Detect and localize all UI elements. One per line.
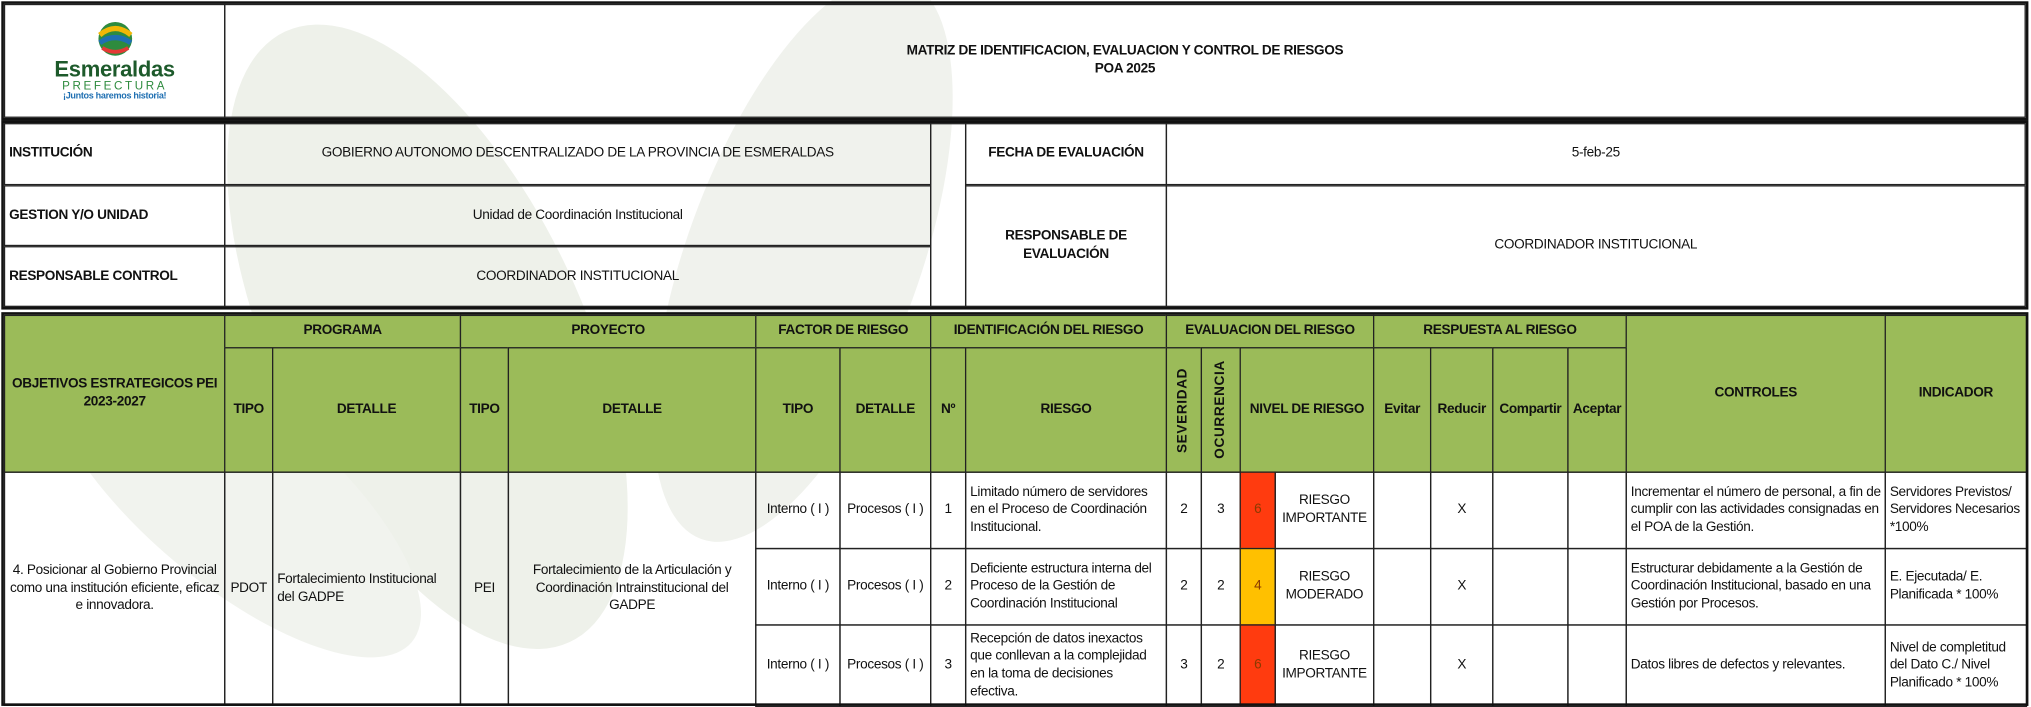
proyecto-tipo: PEI (459, 471, 510, 706)
ocurrencia: 2 (1200, 547, 1241, 626)
title-box: MATRIZ DE IDENTIFICACION, EVALUACION Y C… (224, 3, 2026, 118)
indicador: E. Ejecutada/ E. Planificada * 100% (1884, 547, 2028, 626)
programa-tipo: PDOT (224, 471, 274, 706)
column-header: Reducir (1429, 347, 1494, 473)
logo: Esmeraldas PREFECTURA ¡Juntos haremos hi… (3, 3, 226, 118)
indicador: Nivel de completitud del Dato C./ Nivel … (1884, 624, 2028, 707)
factor-detalle: Procesos ( I ) (839, 624, 932, 707)
group-header: RESPUESTA AL RIESGO (1372, 314, 1627, 349)
numero: 2 (930, 547, 967, 626)
nivel-texto: RIESGO IMPORTANTE (1274, 624, 1375, 707)
column-header: Evitar (1372, 347, 1432, 473)
numero: 1 (930, 471, 967, 550)
column-header: OCURRENCIA (1211, 360, 1228, 460)
ocurrencia: 3 (1200, 471, 1241, 550)
column-header: RIESGO (964, 347, 1168, 473)
aceptar (1567, 547, 1627, 626)
group-header: EVALUACION DEL RIESGO (1165, 314, 1375, 349)
subtitle: POA 2025 (1094, 60, 1156, 77)
header: CONTROLES (1625, 314, 1886, 473)
label: RESPONSABLE DE EVALUACIÓN (964, 185, 1168, 307)
value: COORDINADOR INSTITUCIONAL (224, 246, 932, 307)
riesgo: Deficiente estructura interna del Proces… (964, 547, 1168, 626)
reducir: X (1429, 624, 1494, 707)
column-header: DETALLE (272, 347, 462, 473)
label: FECHA DE EVALUACIÓN (964, 123, 1168, 186)
column-header: TIPO (755, 347, 841, 473)
column-header: DETALLE (507, 347, 757, 473)
value: Unidad de Coordinación Institucional (224, 185, 932, 247)
evitar (1372, 624, 1432, 707)
logo-icon (97, 22, 132, 56)
logo-sub: PREFECTURA (62, 79, 168, 93)
column-header: TIPO (224, 347, 274, 473)
column-header: TIPO (459, 347, 510, 473)
numero: 3 (930, 624, 967, 707)
riesgo: Recepción de datos inexactos que conllev… (964, 624, 1168, 707)
value: GOBIERNO AUTONOMO DESCENTRALIZADO DE LA … (224, 123, 932, 186)
factor-tipo: Interno ( I ) (755, 471, 841, 550)
aceptar (1567, 624, 1627, 707)
spacer (930, 123, 967, 307)
group-header: FACTOR DE RIESGO (755, 314, 932, 349)
group-header: PROGRAMA (224, 314, 462, 349)
reducir: X (1429, 547, 1494, 626)
column-header: Compartir (1492, 347, 1569, 473)
group-header: IDENTIFICACIÓN DEL RIESGO (930, 314, 1168, 349)
logo-name: Esmeraldas (54, 57, 175, 82)
nivel: 6 (1239, 471, 1276, 550)
value: 5-feb-25 (1165, 123, 2026, 186)
nivel: 6 (1239, 624, 1276, 707)
nivel-texto: RIESGO MODERADO (1274, 547, 1375, 626)
factor-detalle: Procesos ( I ) (839, 547, 932, 626)
column-header: SEVERIDAD (1175, 367, 1191, 453)
column-header: SEVERIDAD (1165, 347, 1203, 473)
header: OBJETIVOS ESTRATEGICOS PEI 2023-2027 (3, 314, 226, 473)
programa-detalle: Fortalecimiento Institucional del GADPE (272, 471, 462, 706)
severidad: 2 (1165, 547, 1203, 626)
controles: Estructurar debidamente a la Gestión de … (1625, 547, 1886, 626)
column-header: OCURRENCIA (1200, 347, 1241, 473)
controles: Datos libres de defectos y relevantes. (1625, 624, 1886, 707)
severidad: 3 (1165, 624, 1203, 707)
column-header: DETALLE (839, 347, 932, 473)
compartir (1492, 624, 1569, 707)
aceptar (1567, 471, 1627, 550)
objetivo: 4. Posicionar al Gobierno Provincial com… (3, 471, 226, 706)
controles: Incrementar el número de personal, a fin… (1625, 471, 1886, 550)
factor-tipo: Interno ( I ) (755, 547, 841, 626)
title: MATRIZ DE IDENTIFICACION, EVALUACION Y C… (906, 43, 1344, 59)
header: INDICADOR (1884, 314, 2028, 473)
compartir (1492, 547, 1569, 626)
severidad: 2 (1165, 471, 1203, 550)
evitar (1372, 547, 1432, 626)
nivel: 4 (1239, 547, 1276, 626)
column-header: Nº (930, 347, 967, 473)
ocurrencia: 2 (1200, 624, 1241, 707)
logo-slogan: ¡Juntos haremos historia! (63, 92, 167, 102)
reducir: X (1429, 471, 1494, 550)
label: GESTION Y/O UNIDAD (3, 185, 226, 247)
nivel-texto: RIESGO IMPORTANTE (1274, 471, 1375, 550)
factor-detalle: Procesos ( I ) (839, 471, 932, 550)
factor-tipo: Interno ( I ) (755, 624, 841, 707)
indicador: Servidores Previstos/ Servidores Necesar… (1884, 471, 2028, 550)
evitar (1372, 471, 1432, 550)
value: COORDINADOR INSTITUCIONAL (1165, 185, 2026, 307)
compartir (1492, 471, 1569, 550)
label: RESPONSABLE CONTROL (3, 246, 226, 307)
column-header: NIVEL DE RIESGO (1239, 347, 1375, 473)
proyecto-detalle: Fortalecimiento de la Articulación y Coo… (507, 471, 757, 706)
group-header: PROYECTO (459, 314, 757, 349)
label: INSTITUCIÓN (3, 123, 226, 186)
column-header: Aceptar (1567, 347, 1627, 473)
riesgo: Limitado número de servidores en el Proc… (964, 471, 1168, 550)
